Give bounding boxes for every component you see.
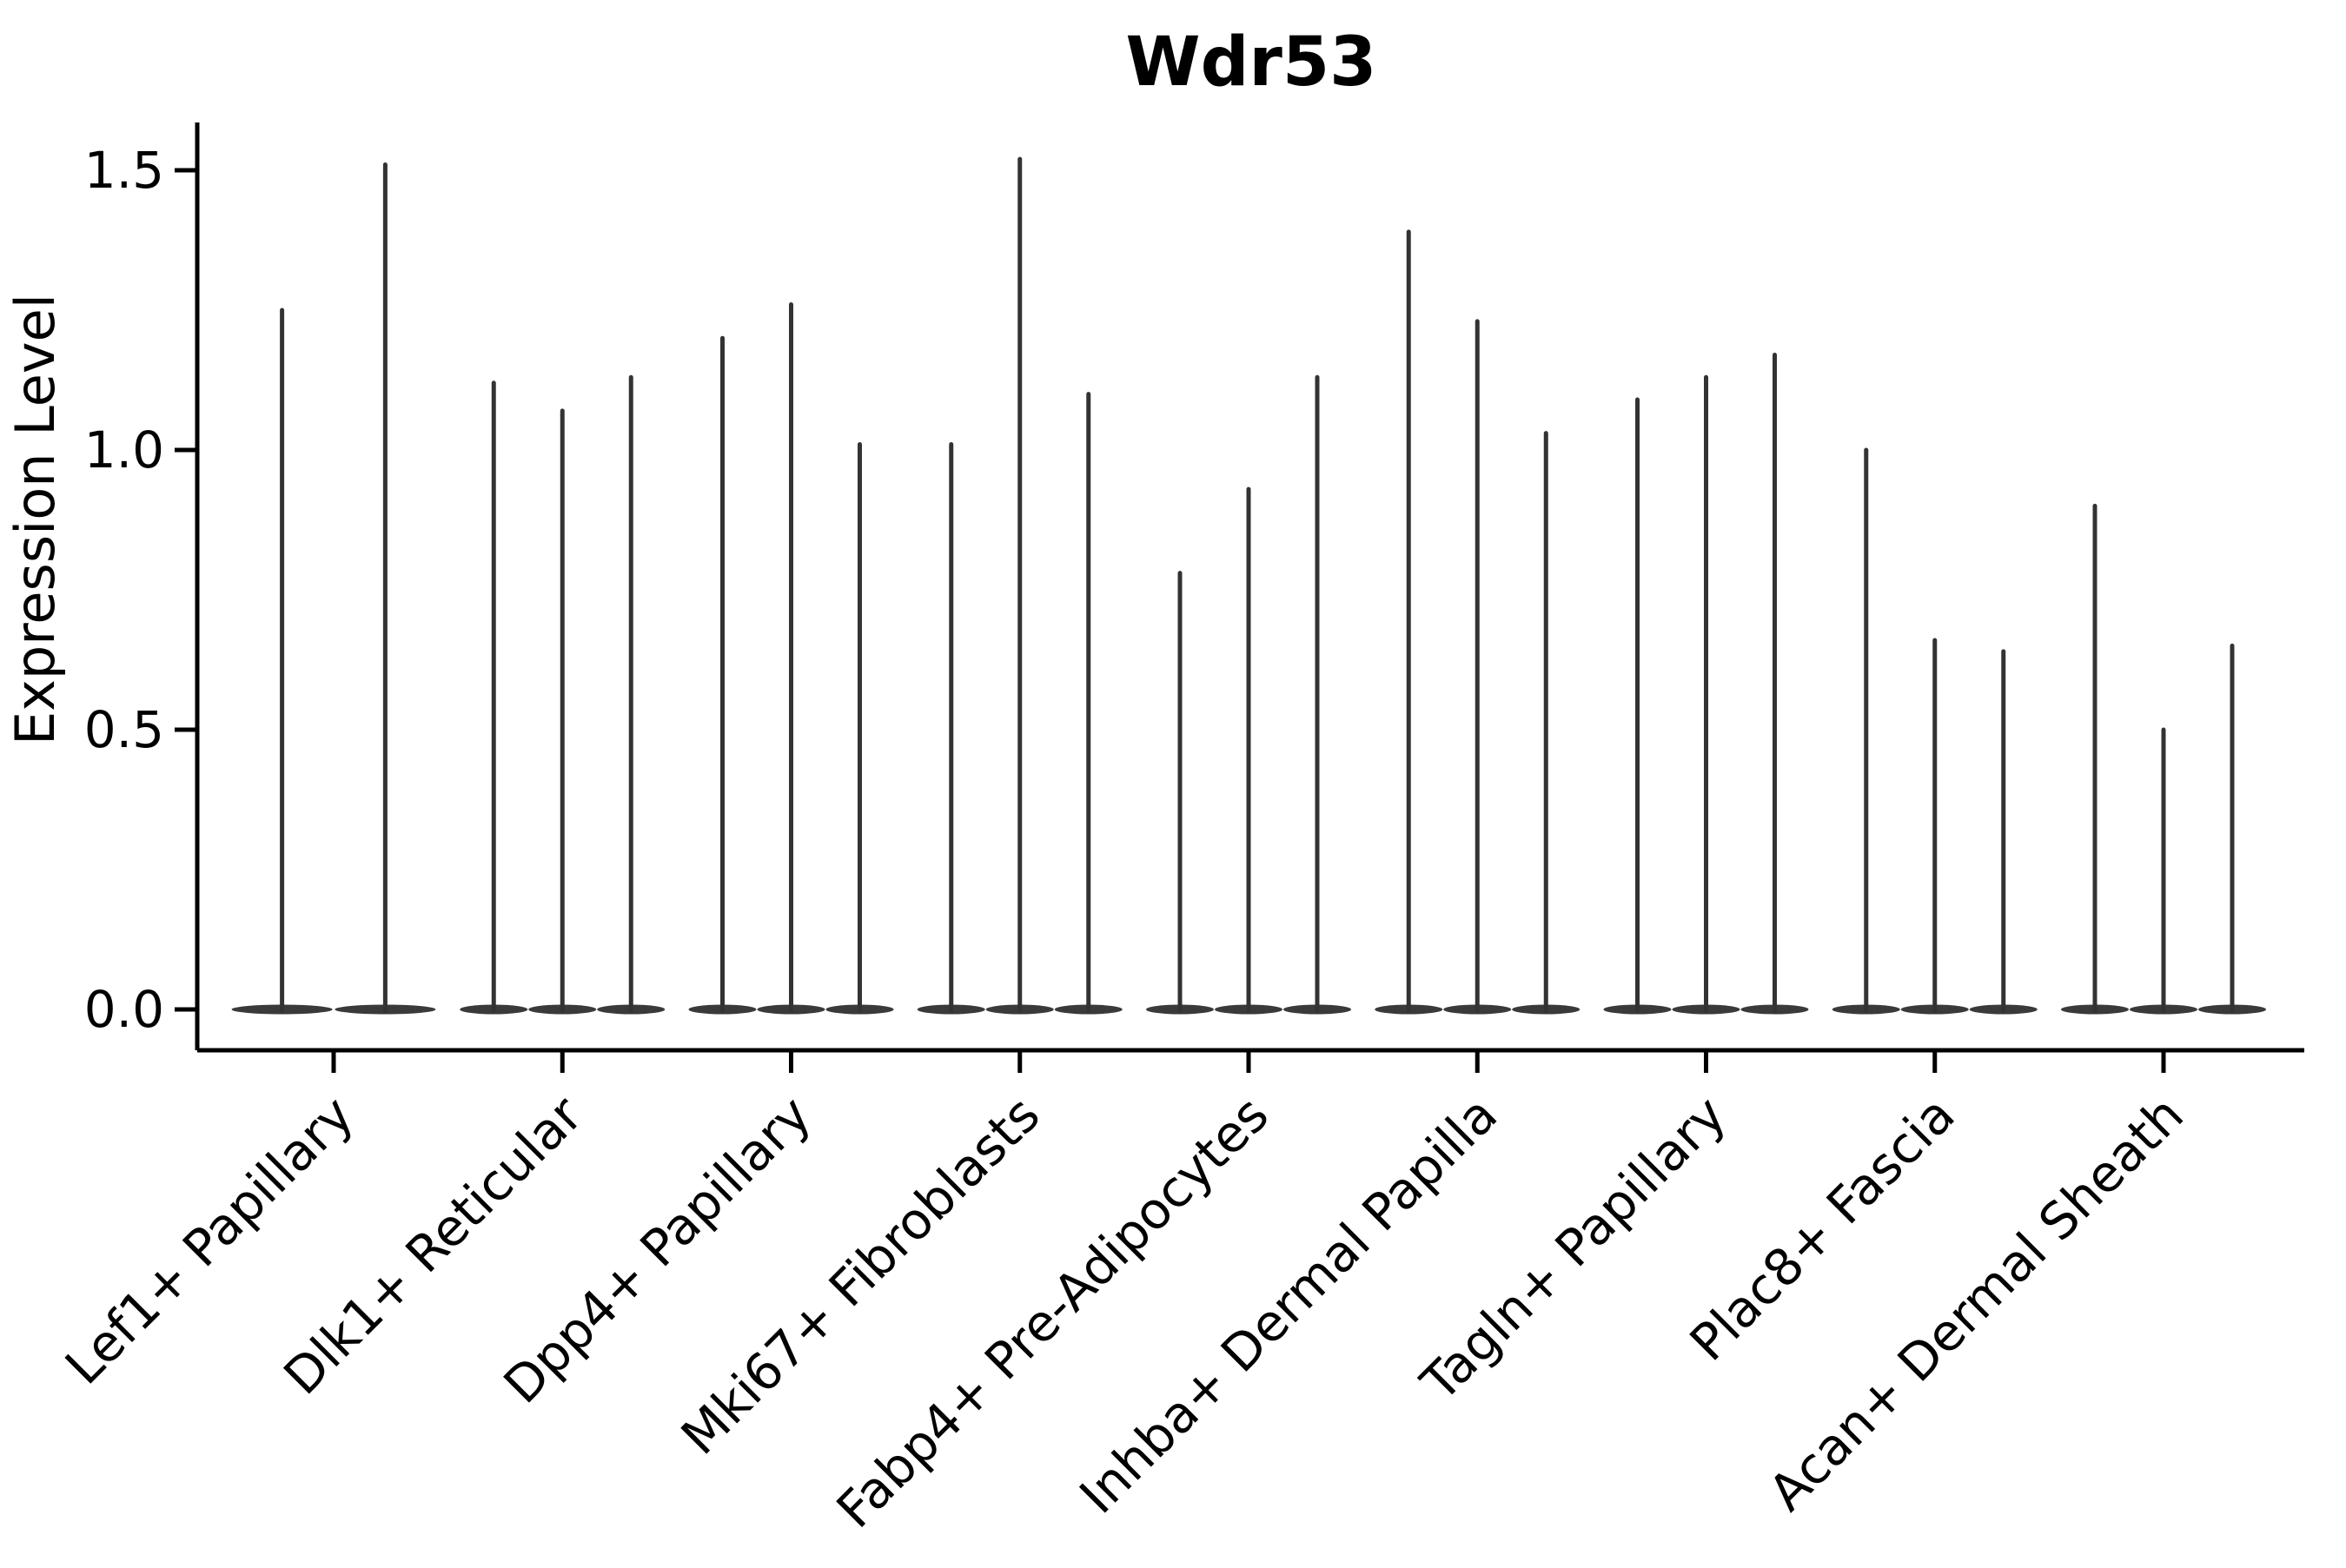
chart-title: Wdr53 xyxy=(1126,23,1377,102)
x-tick-label: Inhba+ Dermal Papilla xyxy=(1069,1085,1509,1525)
axes-layer xyxy=(175,122,2304,1073)
y-tick-label: 0.5 xyxy=(84,700,164,759)
violin-group xyxy=(2061,503,2266,1015)
y-tick-label: 1.0 xyxy=(84,420,164,480)
violin-group xyxy=(460,374,666,1015)
x-tick-label: Fabp4+ Pre-Adipocytes xyxy=(825,1085,1280,1539)
violin-group xyxy=(1832,447,2038,1015)
y-axis-label: Expression Level xyxy=(3,294,67,745)
violin-layer xyxy=(231,156,2266,1015)
x-tick-label: Acan+ Dermal Sheath xyxy=(1757,1085,2194,1522)
violin-group xyxy=(1603,353,1809,1015)
y-tick-label: 1.5 xyxy=(84,141,164,200)
violin-group xyxy=(1375,229,1581,1015)
y-tick-label: 0.0 xyxy=(84,980,164,1039)
violin-group xyxy=(1146,374,1351,1015)
violin-group xyxy=(231,162,436,1015)
violin-group xyxy=(917,156,1123,1015)
violin-group xyxy=(688,302,894,1015)
